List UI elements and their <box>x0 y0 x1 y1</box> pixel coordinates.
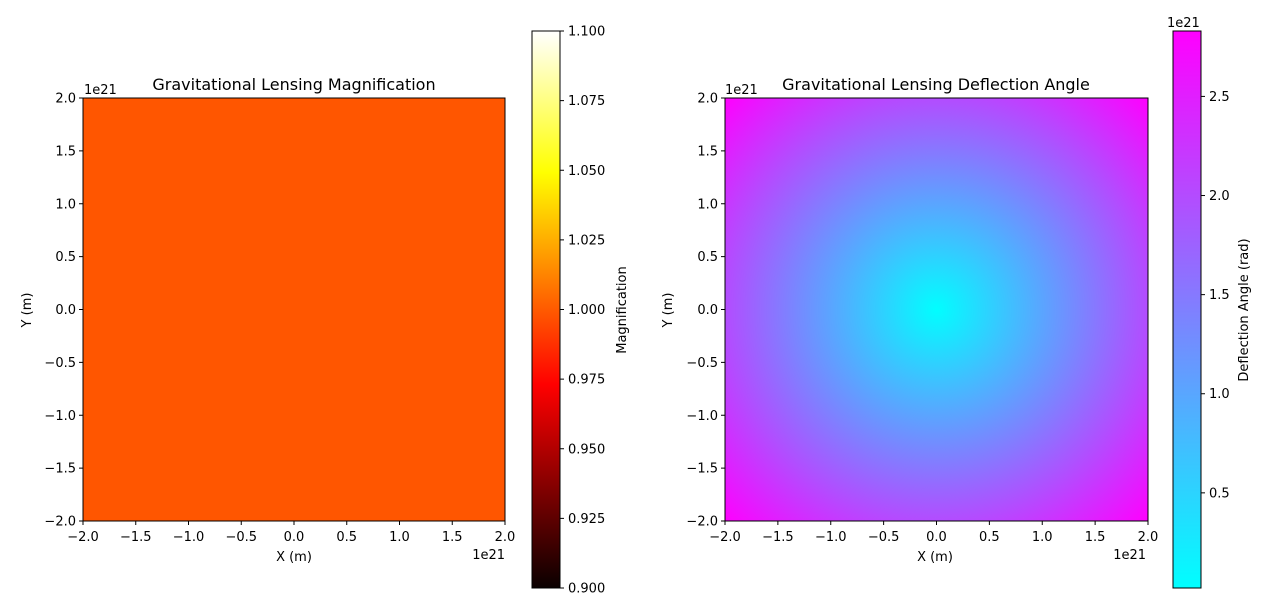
magnification-heatmap <box>83 98 505 521</box>
deflection-y-tick-label: 1.0 <box>697 197 718 212</box>
magnification-y-tick-label: 0.5 <box>55 250 76 265</box>
deflection-y-tick-label: 0.5 <box>697 250 718 265</box>
deflection-x-tick-label: 2.0 <box>1138 530 1159 545</box>
magnification-colorbar-tick-label: 1.100 <box>568 25 605 40</box>
deflection-x-label: X (m) <box>917 550 953 565</box>
magnification-x-tick-label: −1.5 <box>120 530 152 545</box>
magnification-x-tick-label: 0.5 <box>336 530 357 545</box>
magnification-y-tick-label: 1.5 <box>55 144 76 159</box>
deflection-colorbar-tick-label: 1.0 <box>1209 387 1230 402</box>
magnification-y-label: Y (m) <box>20 293 35 329</box>
magnification-x-tick-label: −2.0 <box>67 530 99 545</box>
deflection-y-tick-label: −1.0 <box>686 409 718 424</box>
magnification-colorbar-tick-label: 1.000 <box>568 303 605 318</box>
deflection-y-tick-label: −1.5 <box>686 462 718 477</box>
magnification-y-ticks: −2.0 −1.5 −1.0 −0.5 0.0 0.5 1.0 1.5 2.0 <box>44 92 83 530</box>
deflection-title: Gravitational Lensing Deflection Angle <box>782 75 1090 94</box>
magnification-x-tick-label: 2.0 <box>495 530 516 545</box>
deflection-y-tick-label: 2.0 <box>697 92 718 107</box>
deflection-colorbar-ticks: 0.5 1.0 1.5 2.0 2.5 <box>1201 90 1230 501</box>
deflection-y-tick-label: −2.0 <box>686 515 718 530</box>
magnification-colorbar-tick-label: 1.025 <box>568 233 605 248</box>
magnification-panel: Gravitational Lensing Magnification −2.0… <box>20 25 630 597</box>
deflection-colorbar <box>1172 30 1202 589</box>
deflection-x-tick-label: −0.5 <box>868 530 900 545</box>
deflection-colorbar-tick-label: 2.5 <box>1209 90 1230 105</box>
magnification-y-tick-label: −1.5 <box>44 462 76 477</box>
deflection-x-tick-label: −1.0 <box>815 530 847 545</box>
magnification-x-tick-label: 0.0 <box>284 530 305 545</box>
deflection-colorbar-offset: 1e21 <box>1167 16 1200 31</box>
deflection-x-tick-label: −1.5 <box>762 530 794 545</box>
deflection-y-ticks: −2.0 −1.5 −1.0 −0.5 0.0 0.5 1.0 1.5 2.0 <box>686 92 725 530</box>
deflection-colorbar-label: Deflection Angle (rad) <box>1237 238 1252 381</box>
magnification-y-offset: 1e21 <box>84 83 117 98</box>
magnification-x-tick-label: −0.5 <box>225 530 257 545</box>
magnification-colorbar-tick-label: 0.975 <box>568 373 605 388</box>
deflection-colorbar-tick-label: 0.5 <box>1209 486 1230 501</box>
magnification-x-tick-label: −1.0 <box>173 530 205 545</box>
magnification-colorbar-tick-label: 0.925 <box>568 512 605 527</box>
magnification-x-offset: 1e21 <box>472 548 505 563</box>
magnification-x-ticks: −2.0 −1.5 −1.0 −0.5 0.0 0.5 1.0 1.5 2.0 <box>67 521 515 545</box>
magnification-colorbar-ticks: 0.900 0.925 0.950 0.975 1.000 1.025 1.050 1.075… <box>560 25 605 597</box>
deflection-x-tick-label: 0.5 <box>979 530 1000 545</box>
magnification-y-tick-label: 0.0 <box>55 303 76 318</box>
magnification-title: Gravitational Lensing Magnification <box>152 75 435 94</box>
magnification-y-tick-label: −1.0 <box>44 409 76 424</box>
magnification-x-tick-label: 1.0 <box>389 530 410 545</box>
deflection-colorbar-tick-label: 1.5 <box>1209 288 1230 303</box>
deflection-y-offset: 1e21 <box>725 83 758 98</box>
deflection-y-tick-label: −0.5 <box>686 356 718 371</box>
deflection-x-tick-label: 1.5 <box>1085 530 1106 545</box>
deflection-x-tick-label: 1.0 <box>1032 530 1053 545</box>
deflection-x-tick-label: −2.0 <box>709 530 741 545</box>
magnification-colorbar-tick-label: 1.050 <box>568 164 605 179</box>
magnification-x-label: X (m) <box>276 550 312 565</box>
deflection-colorbar-tick-label: 2.0 <box>1209 189 1230 204</box>
magnification-x-tick-label: 1.5 <box>442 530 463 545</box>
deflection-x-ticks: −2.0 −1.5 −1.0 −0.5 0.0 0.5 1.0 1.5 2.0 <box>709 521 1158 545</box>
magnification-colorbar <box>531 30 561 589</box>
magnification-colorbar-tick-label: 0.900 <box>568 582 605 597</box>
deflection-x-offset: 1e21 <box>1113 548 1146 563</box>
deflection-x-tick-label: 0.0 <box>926 530 947 545</box>
magnification-colorbar-label: Magnification <box>615 266 630 354</box>
magnification-y-tick-label: 2.0 <box>55 92 76 107</box>
deflection-panel: Gravitational Lensing Deflection Angle −… <box>661 16 1252 589</box>
deflection-y-tick-label: 1.5 <box>697 144 718 159</box>
deflection-y-label: Y (m) <box>661 293 676 329</box>
deflection-heatmap <box>725 98 1148 521</box>
magnification-y-tick-label: −2.0 <box>44 515 76 530</box>
magnification-colorbar-tick-label: 0.950 <box>568 442 605 457</box>
magnification-y-tick-label: 1.0 <box>55 197 76 212</box>
magnification-colorbar-tick-label: 1.075 <box>568 94 605 109</box>
deflection-y-tick-label: 0.0 <box>697 303 718 318</box>
magnification-y-tick-label: −0.5 <box>44 356 76 371</box>
